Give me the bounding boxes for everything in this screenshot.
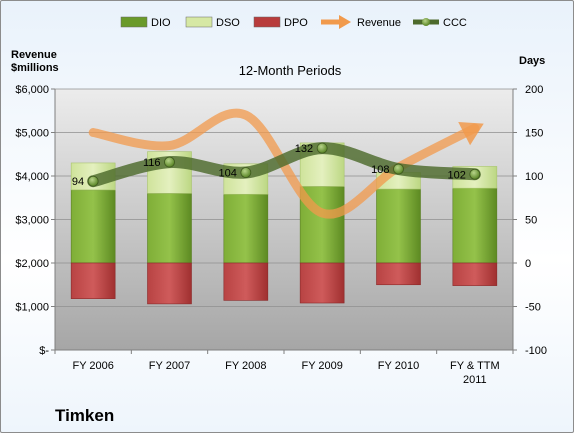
left-tick-label: $5,000 (15, 128, 49, 140)
ccc-data-label: 104 (218, 168, 236, 180)
axes: $- $1,000 $2,000 $3,000 $4,000 $5,000 $6,000 -1… (15, 84, 547, 386)
ccc-data-label: 132 (295, 143, 313, 155)
right-axis-label: Days (519, 55, 545, 67)
right-tick-label: 100 (525, 171, 543, 183)
x-tick-label: FY & TTM (450, 360, 500, 372)
legend-label-revenue: Revenue (357, 17, 401, 29)
bar-dio (376, 188, 421, 264)
legend-dot-ccc (422, 18, 430, 26)
bar-dpo (70, 262, 116, 299)
x-tick-label: 2011 (463, 374, 487, 386)
legend-label-dio: DIO (151, 17, 171, 29)
company-name: Timken (55, 406, 115, 425)
ccc-point (469, 168, 481, 180)
legend-label-dso: DSO (216, 17, 240, 29)
ccc-data-label: 108 (371, 164, 389, 176)
bar-dio (70, 189, 116, 264)
legend-label-dpo: DPO (284, 17, 308, 29)
legend-arrowhead-revenue (339, 15, 351, 29)
bar-dpo (147, 262, 192, 305)
left-tick-label: $- (39, 345, 49, 357)
left-tick-label: $6,000 (15, 84, 49, 96)
ccc-data-label: 102 (447, 169, 465, 181)
legend-swatch-dpo (253, 16, 281, 28)
ccc-point (87, 175, 99, 187)
right-tick-label: 200 (525, 84, 543, 96)
left-tick-label: $1,000 (15, 302, 49, 314)
right-tick-label: 150 (525, 128, 543, 140)
left-axis-label: Revenue (11, 49, 57, 61)
right-tick-label: -50 (525, 302, 541, 314)
x-tick-label: FY 2008 (225, 360, 266, 372)
legend: DIO DSO DPO Revenue CCC (120, 15, 467, 29)
ccc-line: 94 116 104 132 108 102 (72, 142, 481, 188)
left-axis-label-units: $millions (11, 62, 59, 74)
legend-swatch-dio (120, 16, 148, 28)
x-tick-label: FY 2006 (72, 360, 113, 372)
chart-title: 12-Month Periods (239, 63, 342, 78)
x-tick-label: FY 2007 (149, 360, 190, 372)
ccc-point (240, 167, 252, 178)
bar-dio (223, 193, 269, 264)
legend-label-ccc: CCC (443, 17, 467, 29)
bar-dpo (223, 262, 269, 301)
left-tick-label: $4,000 (15, 171, 49, 183)
legend-swatch-dso (185, 16, 213, 28)
x-tick-label: FY 2010 (378, 360, 419, 372)
bar-dio (147, 193, 192, 264)
right-tick-label: -100 (525, 345, 547, 357)
left-tick-label: $3,000 (15, 215, 49, 227)
bar-dio (452, 187, 498, 264)
bars (70, 142, 498, 305)
x-tick-label: FY 2009 (301, 360, 342, 372)
revenue-arrowhead (458, 122, 484, 146)
ccc-point (316, 142, 328, 154)
right-tick-label: 0 (525, 258, 531, 270)
ccc-data-label: 94 (72, 176, 84, 188)
ccc-data-label: 116 (143, 157, 161, 169)
left-tick-label: $2,000 (15, 258, 49, 270)
ccc-point (164, 156, 175, 168)
ccc-point (393, 163, 404, 175)
bar-dpo (376, 262, 421, 286)
bar-dpo (299, 262, 345, 304)
right-tick-label: 50 (525, 215, 537, 227)
bar-dpo (452, 262, 498, 286)
